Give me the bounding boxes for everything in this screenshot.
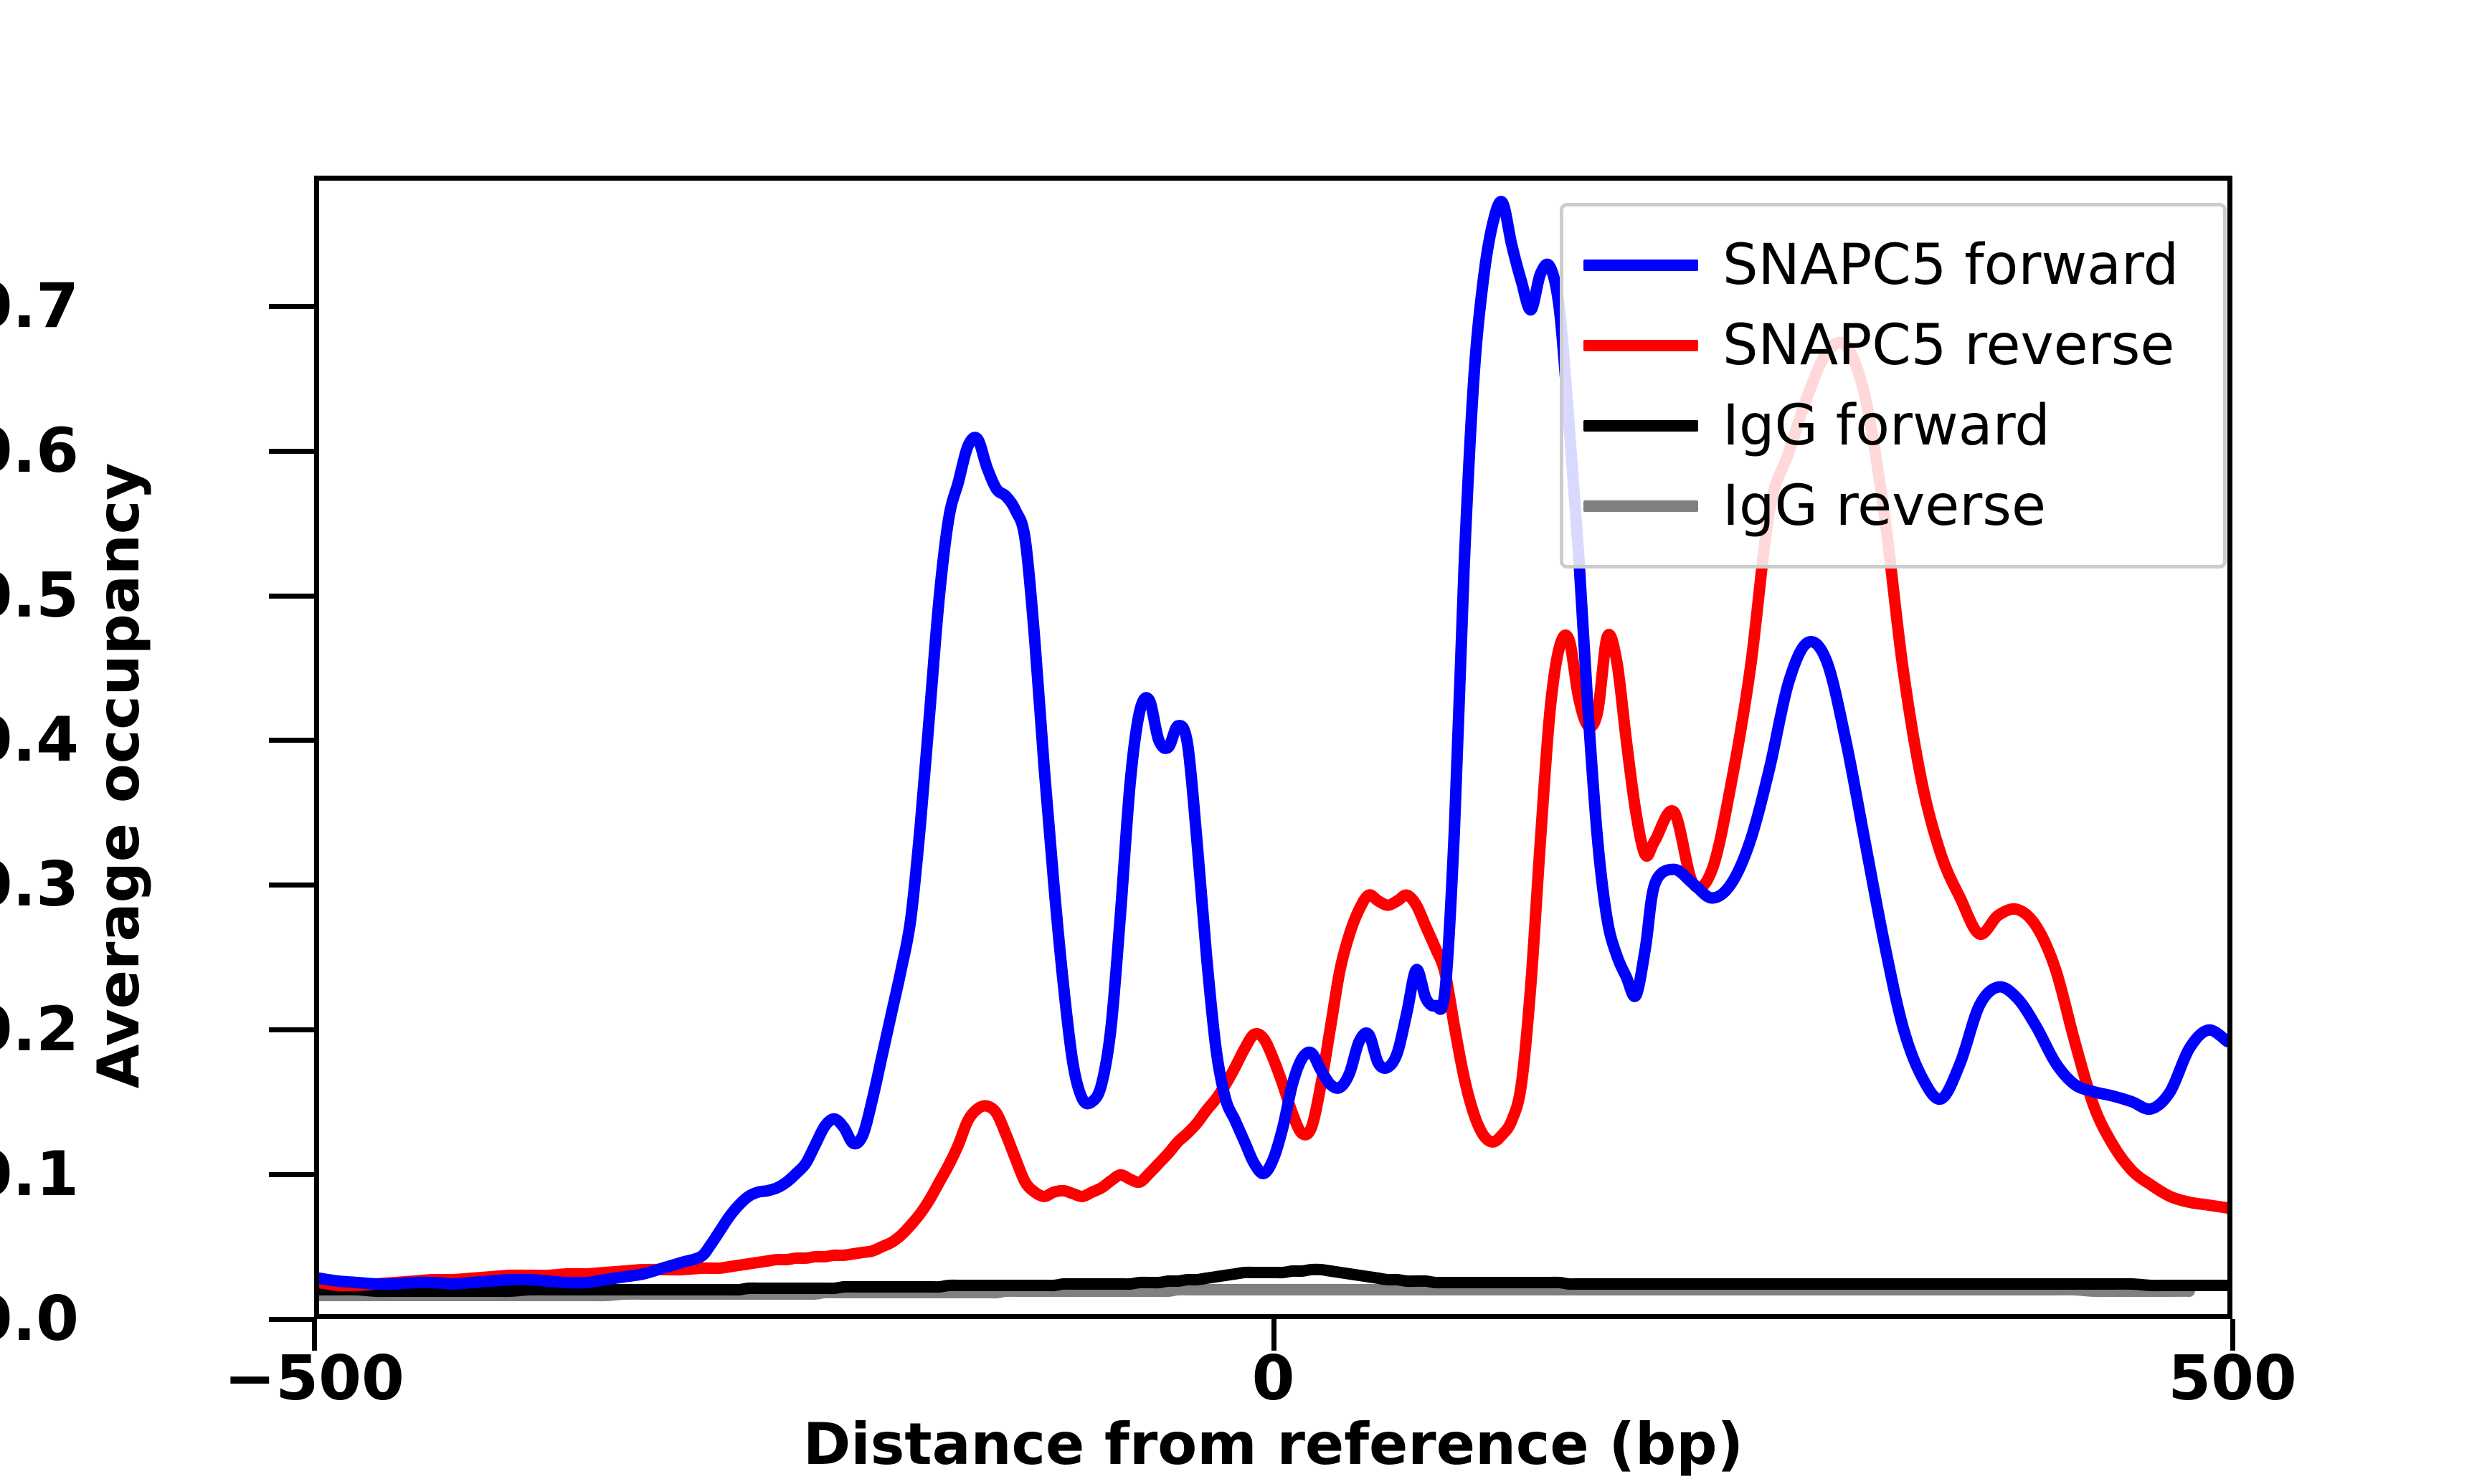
legend-item-snapc5-forward[interactable]: SNAPC5 forward (1583, 225, 2203, 305)
legend-label: SNAPC5 forward (1723, 233, 2179, 298)
x-tick-label: 0 (1251, 1343, 1295, 1414)
legend-label: IgG forward (1723, 394, 2050, 458)
x-tick-label: 500 (2168, 1343, 2297, 1414)
series-line-snapc5-forward (319, 201, 2227, 1284)
y-tick-mark (269, 448, 314, 454)
y-tick-mark (269, 1317, 314, 1322)
x-axis-title: Distance from reference (bp) (802, 1411, 1744, 1478)
series-line-igg-forward (319, 1270, 2227, 1291)
legend-swatch-icon (1583, 260, 1698, 271)
y-tick-mark (269, 738, 314, 743)
legend-swatch-icon (1583, 340, 1698, 351)
y-tick-label: 0.2 (0, 994, 79, 1066)
y-tick-label: 0.6 (0, 414, 79, 487)
y-tick-label: 0.3 (0, 849, 79, 921)
x-tick-mark (1271, 1319, 1276, 1351)
y-axis-title: Average occupancy (85, 462, 152, 1089)
y-tick-mark (269, 303, 314, 309)
y-tick-label: 0.1 (0, 1138, 79, 1211)
legend-label: SNAPC5 reverse (1723, 313, 2175, 378)
legend-label: IgG reverse (1723, 474, 2046, 538)
y-tick-mark (269, 883, 314, 888)
legend-item-snapc5-reverse[interactable]: SNAPC5 reverse (1583, 305, 2203, 386)
legend-item-igg-reverse[interactable]: IgG reverse (1583, 466, 2203, 546)
y-tick-mark (269, 593, 314, 599)
legend-swatch-icon (1583, 500, 1698, 512)
x-tick-mark (2230, 1319, 2235, 1351)
y-tick-label: 0.7 (0, 270, 79, 342)
y-tick-mark (269, 1027, 314, 1033)
y-tick-label: 0.0 (0, 1283, 79, 1355)
x-tick-label: −500 (224, 1343, 404, 1414)
legend-item-igg-forward[interactable]: IgG forward (1583, 386, 2203, 466)
chart-legend[interactable]: SNAPC5 forward SNAPC5 reverse IgG forward I… (1560, 203, 2227, 569)
y-tick-label: 0.4 (0, 704, 79, 776)
x-tick-mark (312, 1319, 317, 1351)
y-tick-mark (269, 1172, 314, 1178)
legend-swatch-icon (1583, 420, 1698, 432)
y-tick-label: 0.5 (0, 559, 79, 632)
